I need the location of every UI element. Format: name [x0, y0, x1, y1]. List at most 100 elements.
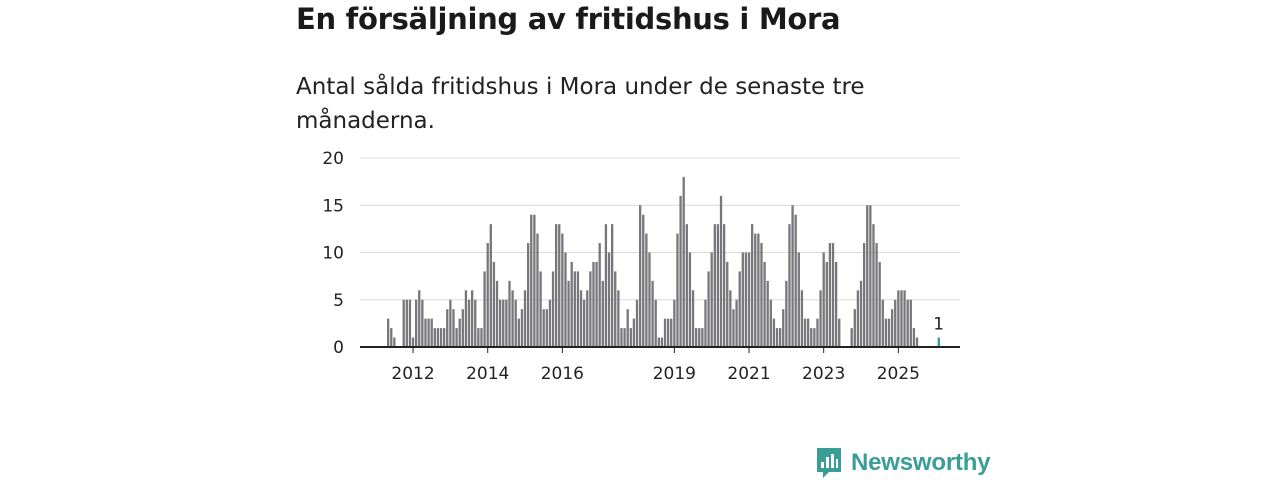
bar — [439, 328, 443, 347]
bar — [651, 280, 654, 347]
bar — [676, 233, 679, 347]
bar — [834, 261, 838, 347]
bar — [825, 261, 828, 347]
bar — [791, 205, 794, 347]
bar — [766, 280, 769, 347]
bar — [642, 214, 645, 347]
bar — [769, 299, 772, 347]
bar — [884, 318, 888, 347]
bar — [694, 328, 698, 347]
bar — [856, 290, 860, 347]
bar — [850, 328, 853, 347]
bar — [393, 337, 396, 347]
bar — [872, 224, 875, 347]
bar — [645, 233, 648, 347]
bar — [424, 318, 427, 347]
bar — [732, 309, 735, 347]
bar — [747, 252, 751, 347]
bar — [632, 318, 636, 347]
bar — [595, 261, 598, 347]
newsworthy-logo: Newsworthy — [815, 446, 991, 480]
bar — [489, 224, 492, 347]
bar — [458, 318, 461, 347]
bar — [570, 261, 573, 347]
bar — [713, 224, 716, 347]
bar — [495, 280, 499, 347]
bar — [601, 280, 604, 347]
bar — [517, 318, 520, 347]
bar — [716, 224, 720, 347]
bar — [545, 309, 548, 347]
bar — [654, 299, 657, 347]
bar — [670, 318, 673, 347]
bar — [551, 271, 555, 347]
bar — [803, 318, 807, 347]
bar — [744, 252, 748, 347]
bar — [909, 299, 912, 347]
bar — [831, 243, 835, 347]
bar — [710, 252, 713, 347]
x-tick-label: 2025 — [877, 364, 920, 384]
bar — [859, 280, 863, 347]
bar — [838, 318, 841, 347]
chart-title: En försäljning av fritidshus i Mora — [296, 2, 841, 36]
bar — [778, 328, 782, 347]
bar — [878, 261, 881, 347]
bar — [679, 195, 682, 347]
x-tick-label: 2012 — [391, 364, 434, 384]
bar — [869, 205, 872, 347]
bar — [592, 261, 595, 347]
bar — [682, 176, 685, 347]
bar — [387, 318, 390, 347]
bar — [813, 328, 816, 347]
bar — [610, 224, 614, 347]
bar — [701, 328, 704, 347]
bar — [719, 195, 723, 347]
bar — [887, 318, 891, 347]
bar — [629, 328, 632, 347]
newsworthy-logo-text: Newsworthy — [851, 449, 991, 476]
bar — [828, 243, 832, 347]
bar — [523, 290, 527, 347]
bar — [414, 299, 418, 347]
bar — [558, 224, 561, 347]
bar — [526, 243, 530, 347]
bar — [446, 309, 449, 347]
bar — [663, 318, 667, 347]
bar — [666, 318, 670, 347]
bar — [505, 299, 508, 347]
bar — [862, 243, 866, 347]
bar — [607, 252, 611, 347]
highlight-bar — [937, 337, 940, 347]
bar — [421, 299, 424, 347]
bar — [430, 318, 433, 347]
bar — [754, 233, 757, 347]
bar — [875, 243, 878, 347]
y-tick-label: 20 — [322, 149, 344, 169]
bar — [620, 328, 623, 347]
bar — [573, 271, 576, 347]
bar — [520, 309, 524, 347]
bar — [660, 337, 664, 347]
bar — [673, 299, 676, 347]
bar — [906, 299, 909, 347]
bar — [806, 318, 810, 347]
bar — [586, 290, 589, 347]
x-tick-label: 2021 — [727, 364, 770, 384]
bar — [822, 252, 825, 347]
bar — [402, 299, 405, 347]
bar — [442, 328, 446, 347]
bar — [760, 243, 763, 347]
y-tick-label: 5 — [333, 291, 344, 311]
bar — [576, 271, 580, 347]
bar — [464, 290, 468, 347]
bar — [514, 299, 517, 347]
x-tick-label: 2016 — [541, 364, 584, 384]
bar — [511, 290, 514, 347]
bar — [502, 299, 505, 347]
y-tick-label: 10 — [322, 244, 344, 264]
bar — [508, 280, 511, 347]
bar — [772, 318, 776, 347]
newsworthy-logo-icon — [817, 448, 841, 478]
